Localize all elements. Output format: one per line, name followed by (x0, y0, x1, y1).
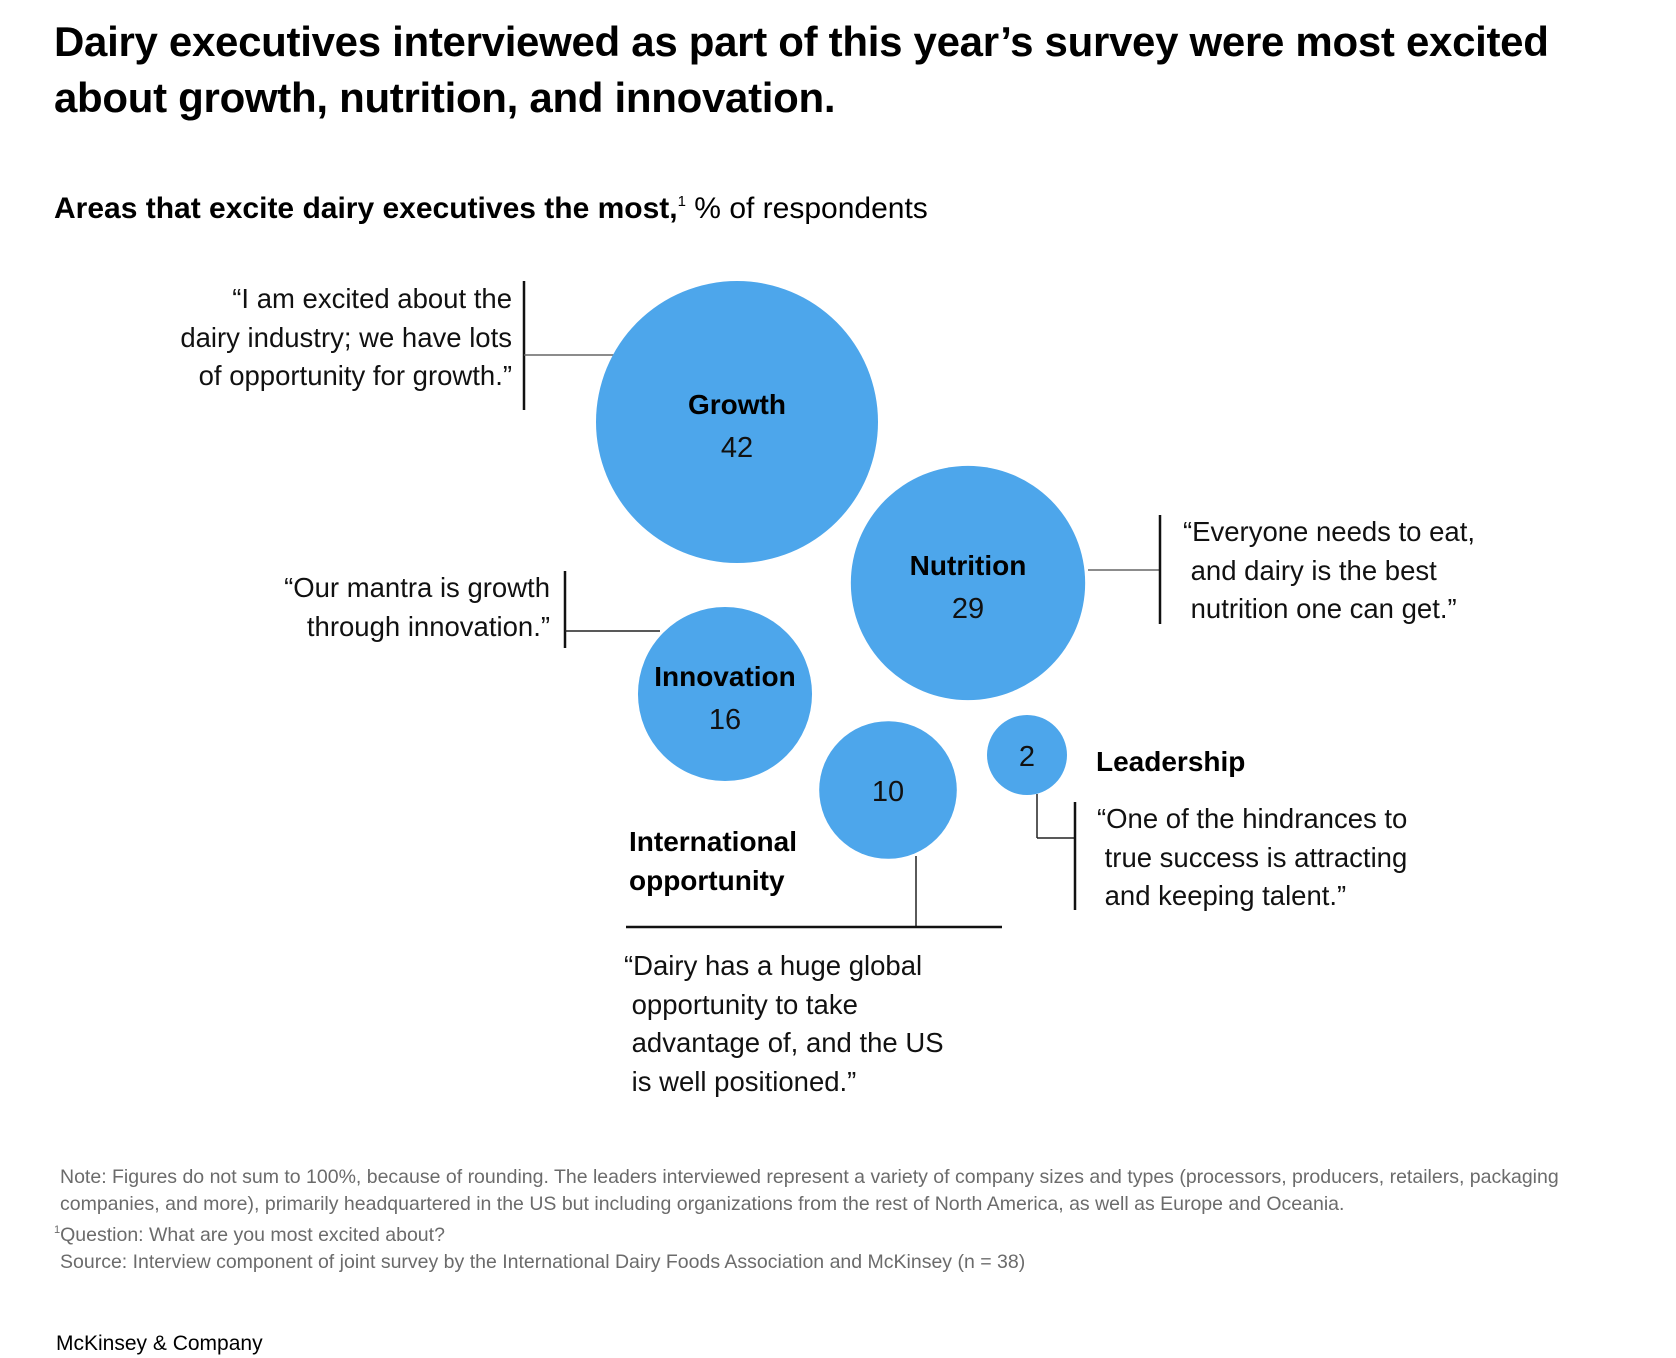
quote-line: of opportunity for growth.” (198, 360, 512, 391)
quote-international: “Dairy has a huge global opportunity to … (624, 947, 1044, 1101)
quote-line: opportunity to take (624, 988, 858, 1020)
chart-subtitle: Areas that excite dairy executives the m… (54, 182, 928, 229)
quote-line: “One of the hindrances to (1097, 803, 1408, 834)
bubble-label-nutrition: Nutrition (910, 550, 1027, 581)
quote-nutrition: “Everyone needs to eat, and dairy is the… (1183, 513, 1643, 629)
bubble-value-innovation: 16 (709, 704, 741, 736)
label-leadership: Leadership (1096, 742, 1245, 781)
quote-line: “Dairy has a huge global (624, 950, 923, 981)
quote-line: nutrition one can get.” (1183, 593, 1457, 624)
bubbles: Growth 42 Nutrition 29 Innovation 16 10 2 (596, 281, 1086, 859)
quote-line: “Our mantra is growth (284, 572, 550, 603)
question-footnote: 1Question: What are you most excited abo… (54, 1217, 1640, 1249)
bubble-value-leadership: 2 (1019, 741, 1035, 773)
bubble-value-nutrition: 29 (952, 593, 984, 625)
bubble-nutrition (850, 465, 1086, 701)
quote-line: dairy industry; we have lots (180, 321, 512, 353)
question-text: Question: What are you most excited abou… (60, 1224, 445, 1246)
bubble-external-label-line: Leadership (1096, 746, 1246, 777)
bubble-external-label-line: International (629, 826, 798, 857)
quote-line: “Everyone needs to eat, (1183, 516, 1475, 547)
label-international-opportunity: International opportunity (629, 822, 797, 900)
quote-line: and dairy is the best (1183, 554, 1437, 586)
brand-logo-text: McKinsey & Company (56, 1332, 263, 1355)
quote-innovation: “Our mantra is growth through innovation.… (200, 569, 550, 646)
bubble-value-growth: 42 (721, 432, 753, 464)
bubble-value-international-opportunity: 10 (872, 776, 904, 808)
quote-line: and keeping talent.” (1097, 880, 1347, 911)
quote-line: true success is attracting (1097, 841, 1408, 873)
bubble-label-innovation: Innovation (654, 661, 796, 692)
bubble-external-label-line: opportunity (629, 865, 785, 896)
quote-line: “I am excited about the (232, 283, 512, 314)
quote-growth: “I am excited about the dairy industry; w… (120, 280, 512, 396)
headline: Dairy executives interviewed as part of … (54, 18, 1549, 121)
bubble-growth (596, 281, 878, 563)
footnote-mark: 1 (677, 193, 686, 210)
bubble-leadership (987, 715, 1067, 795)
quote-leadership: “One of the hindrances to true success i… (1097, 800, 1517, 916)
note-text: Note: Figures do not sum to 100%, becaus… (60, 1166, 1559, 1215)
quote-line: advantage of, and the US (624, 1027, 944, 1058)
bubble-label-growth: Growth (688, 389, 786, 420)
subtitle-bold: Areas that excite dairy executives the m… (54, 192, 678, 225)
connector-lines (522, 281, 1162, 929)
quote-line: through innovation.” (306, 610, 550, 642)
quote-line: is well positioned.” (624, 1065, 857, 1097)
subtitle-unit: % of respondents (685, 192, 928, 225)
source-text: Source: Interview component of joint sur… (60, 1250, 1026, 1273)
chart-notes: Note: Figures do not sum to 100%, becaus… (54, 1164, 1640, 1275)
bubble-innovation (637, 606, 813, 782)
question-footnote-mark: 1 (54, 1224, 61, 1236)
bubble-international-opportunity (819, 721, 957, 859)
